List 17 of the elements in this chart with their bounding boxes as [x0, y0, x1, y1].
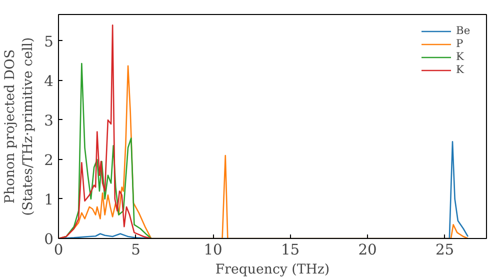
y-tick-label: 1: [44, 191, 54, 208]
legend-label: K: [456, 63, 466, 76]
y-tick-label: 2: [44, 152, 54, 169]
x-tick-label: 25: [435, 242, 454, 258]
y-tick-label: 4: [44, 72, 54, 90]
y-axis-title: Phonon projected DOS (States/THz·primitive cell): [3, 37, 36, 216]
legend-label: P: [456, 37, 464, 50]
x-tick-label: 20: [358, 242, 377, 258]
legend-label: K: [456, 50, 466, 63]
y-tick-label: 5: [44, 33, 54, 50]
legend-label: Be: [456, 24, 472, 37]
y-tick-label: 3: [44, 112, 54, 130]
y-tick-label: 0: [44, 231, 54, 248]
x-axis-title: Frequency (THz): [215, 262, 330, 278]
x-tick-label: 5: [131, 242, 140, 258]
x-tick-label: 10: [204, 242, 222, 258]
x-tick-label: 15: [280, 242, 300, 258]
